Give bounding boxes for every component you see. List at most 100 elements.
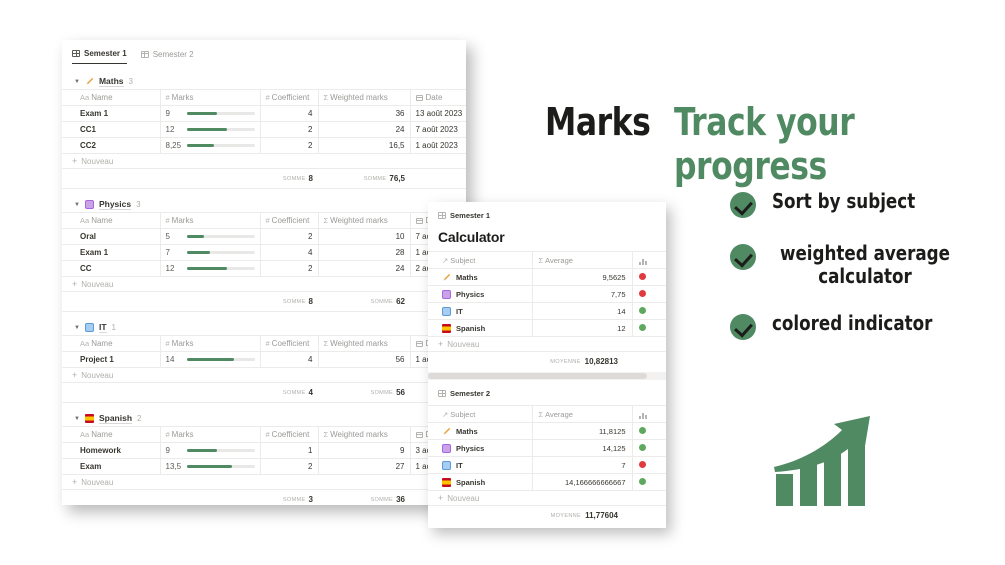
table-row[interactable]: Exam 1 9 4 36 13 août 2023 (62, 105, 466, 122)
cell-subject[interactable]: Spanish (428, 473, 532, 491)
cell-name[interactable]: Homework (62, 442, 160, 459)
collapse-caret-icon[interactable]: ▼ (74, 201, 80, 208)
calculator-add-new-row-button[interactable]: + Nouveau (428, 491, 666, 506)
col-indicator[interactable] (631, 405, 666, 423)
col-marks[interactable]: # Marks (159, 212, 260, 229)
group-header-maths[interactable]: ▼ Maths 3 (62, 74, 466, 89)
cell-marks[interactable]: 7 (159, 244, 260, 261)
col-coefficient[interactable]: # Coefficient (259, 89, 318, 106)
cell-coefficient[interactable]: 2 (259, 260, 318, 277)
col-coefficient[interactable]: # Coefficient (259, 212, 318, 229)
cell-subject[interactable]: Physics (428, 285, 532, 303)
table-row[interactable]: CC2 8,25 2 16,5 1 août 2023 (62, 137, 466, 154)
col-indicator[interactable] (631, 251, 666, 269)
add-new-row-button[interactable]: + Nouveau (62, 368, 466, 383)
tab-semester-1[interactable]: Semester 1 (72, 49, 127, 64)
calculator-row[interactable]: Physics 7,75 (428, 285, 666, 303)
cell-coefficient[interactable]: 1 (259, 442, 318, 459)
col-subject[interactable]: ↗ Subject (428, 405, 532, 423)
cell-subject[interactable]: Maths (428, 268, 532, 286)
cell-subject[interactable]: Physics (428, 439, 532, 457)
cell-name[interactable]: CC (62, 260, 160, 277)
cell-subject[interactable]: Maths (428, 422, 532, 440)
col-coefficient[interactable]: # Coefficient (259, 335, 318, 352)
group-header-spanish[interactable]: ▼ Spanish 2 (62, 411, 466, 426)
group-header-it[interactable]: ▼ IT 1 (62, 320, 466, 335)
col-average[interactable]: Σ Average (531, 405, 632, 423)
cell-marks[interactable]: 12 (159, 121, 260, 138)
cell-date[interactable]: 1 août 2023 (409, 137, 466, 154)
calculator-row[interactable]: Spanish 12 (428, 319, 666, 337)
cell-marks[interactable]: 9 (159, 442, 260, 459)
cell-subject[interactable]: IT (428, 302, 532, 320)
horizontal-scrollbar[interactable] (428, 372, 666, 380)
sum-weighted-marks[interactable]: SOMME 62 (370, 297, 405, 306)
cell-name[interactable]: CC2 (62, 137, 160, 154)
col-weighted-marks[interactable]: Σ Weighted marks (317, 335, 410, 352)
sum-coefficient[interactable]: SOMME 4 (282, 388, 313, 397)
calculator-tab-1[interactable]: Semester 1 (428, 202, 666, 227)
calculator-row[interactable]: IT 7 (428, 456, 666, 474)
sum-weighted-marks[interactable]: SOMME 56 (370, 388, 405, 397)
tab-semester-2[interactable]: Semester 2 (140, 50, 194, 64)
calculator-row[interactable]: Physics 14,125 (428, 439, 666, 457)
cell-marks[interactable]: 9 (159, 105, 260, 122)
calculator-add-new-row-button[interactable]: + Nouveau (428, 337, 666, 352)
cell-name[interactable]: Oral (62, 228, 160, 245)
sum-weighted-marks[interactable]: SOMME 76,5 (363, 174, 405, 183)
add-new-row-button[interactable]: + Nouveau (62, 277, 466, 292)
add-new-row-button[interactable]: + Nouveau (62, 154, 466, 169)
cell-coefficient[interactable]: 2 (259, 458, 318, 475)
cell-marks[interactable]: 14 (159, 351, 260, 368)
collapse-caret-icon[interactable]: ▼ (74, 78, 80, 85)
col-marks[interactable]: # Marks (159, 89, 260, 106)
cell-marks[interactable]: 5 (159, 228, 260, 245)
cell-name[interactable]: Exam 1 (62, 244, 160, 261)
calculator-row[interactable]: Spanish 14,166666666667 (428, 473, 666, 491)
collapse-caret-icon[interactable]: ▼ (74, 415, 80, 422)
overall-average-row[interactable]: MOYENNE 10,82813 (428, 352, 666, 372)
cell-subject[interactable]: Spanish (428, 319, 532, 337)
col-average[interactable]: Σ Average (531, 251, 632, 269)
cell-date[interactable]: 13 août 2023 (409, 105, 466, 122)
cell-coefficient[interactable]: 4 (259, 105, 318, 122)
col-name[interactable]: Aa Name (62, 212, 160, 229)
cell-marks[interactable]: 13,5 (159, 458, 260, 475)
scrollbar-thumb[interactable] (428, 373, 647, 379)
col-name[interactable]: Aa Name (62, 89, 160, 106)
col-name[interactable]: Aa Name (62, 335, 160, 352)
cell-name[interactable]: Project 1 (62, 351, 160, 368)
col-marks[interactable]: # Marks (159, 335, 260, 352)
col-weighted-marks[interactable]: Σ Weighted marks (317, 89, 410, 106)
calculator-tab-2[interactable]: Semester 2 (428, 380, 666, 405)
add-new-row-button[interactable]: + Nouveau (62, 475, 466, 490)
col-coefficient[interactable]: # Coefficient (259, 426, 318, 443)
calculator-row[interactable]: Maths 11,8125 (428, 422, 666, 440)
sum-coefficient[interactable]: SOMME 3 (282, 495, 313, 504)
group-header-physics[interactable]: ▼ Physics 3 (62, 197, 466, 212)
cell-name[interactable]: CC1 (62, 121, 160, 138)
overall-average-row[interactable]: MOYENNE 11,77604 (428, 506, 666, 526)
cell-coefficient[interactable]: 2 (259, 228, 318, 245)
cell-date[interactable]: 7 août 2023 (409, 121, 466, 138)
cell-coefficient[interactable]: 2 (259, 121, 318, 138)
col-subject[interactable]: ↗ Subject (428, 251, 532, 269)
cell-coefficient[interactable]: 4 (259, 351, 318, 368)
cell-marks[interactable]: 12 (159, 260, 260, 277)
sum-coefficient[interactable]: SOMME 8 (282, 297, 313, 306)
cell-coefficient[interactable]: 2 (259, 137, 318, 154)
col-name[interactable]: Aa Name (62, 426, 160, 443)
collapse-caret-icon[interactable]: ▼ (74, 324, 80, 331)
table-row[interactable]: CC1 12 2 24 7 août 2023 (62, 121, 466, 138)
cell-name[interactable]: Exam (62, 458, 160, 475)
col-date[interactable]: Date (409, 89, 466, 106)
calculator-row[interactable]: Maths 9,5625 (428, 268, 666, 286)
sum-coefficient[interactable]: SOMME 8 (282, 174, 313, 183)
sum-weighted-marks[interactable]: SOMME 36 (370, 495, 405, 504)
col-marks[interactable]: # Marks (159, 426, 260, 443)
